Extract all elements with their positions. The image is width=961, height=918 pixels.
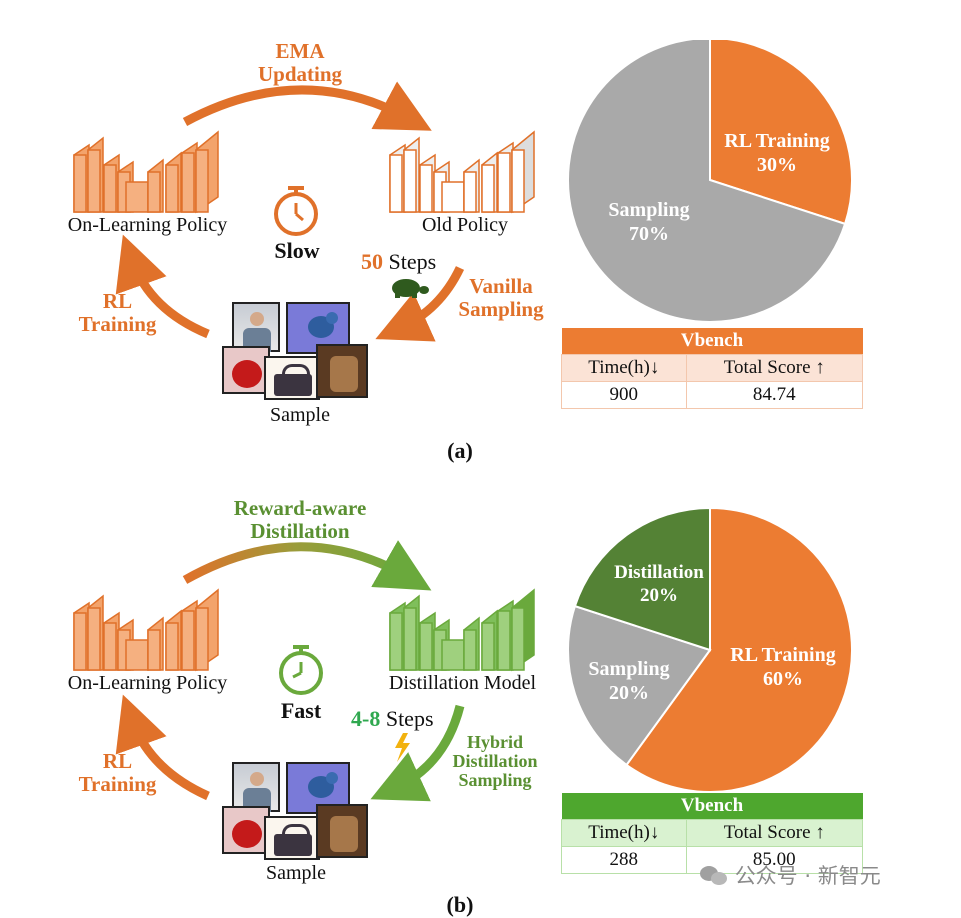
label-line: Vanilla [469,274,533,298]
label-line: Training [78,772,157,796]
slow-label: Slow [274,238,320,263]
watermark-text: 公众号 · 新智元 [734,864,881,888]
vbench-table-a: Vbench Time(h)↓ Total Score ↑ 900 84.74 [561,328,864,409]
label-line: EMA [275,39,325,63]
watermark: 公众号 · 新智元 [700,860,881,890]
steps-label-a: 50 Steps [361,249,436,275]
reward-aware-distillation-arrow [182,540,432,591]
label-line: Distillation [452,751,538,771]
distillation-model-label: Distillation Model [388,672,537,694]
pie-slice-rl-training [625,506,853,793]
lightning-icon [395,733,410,762]
pie-slice-sampling [567,604,712,767]
caption-a: (a) [447,438,473,463]
sample-label-b: Sample [266,862,326,884]
pie-label-rl-training: RL Training [724,130,829,152]
vanilla-sampling-arrow [375,266,465,342]
table-header: Time(h)↓ [561,819,687,847]
turtle-icon [392,279,429,298]
handbag-photo [264,356,320,400]
ema-updating-arrow [182,81,432,131]
rl-training-arrow-a [115,234,210,339]
hybrid-sampling-arrow [370,704,465,802]
label-line: RL [102,749,133,773]
ema-updating-label: EMA Updating [240,40,360,86]
pie-slice-distillation [573,506,711,652]
pie-percent-sampling: 70% [629,223,669,245]
on-learning-policy-label-a: On-Learning Policy [67,214,228,236]
steps-label-b: 4-8 Steps [351,706,434,732]
pie-chart-a: RL Training 30% Sampling 70% [567,40,853,323]
table-title: Vbench [561,793,863,820]
steps-word: Steps [385,706,434,731]
apple-photo [222,346,270,394]
wechat-icon [700,866,728,886]
vbench-table-b: Vbench Time(h)↓ Total Score ↑ 288 85.00 [561,793,864,874]
table-cell: 900 [561,381,687,409]
steps-number: 50 [361,249,383,274]
backpack-photo [316,804,368,858]
rl-training-arrow-b [115,694,210,801]
handbag-photo [264,816,320,860]
on-learning-policy-network-b [73,588,219,672]
steps-number: 4-8 [351,706,381,731]
distillation-model-network [389,588,535,672]
on-learning-policy-network-a [73,130,219,214]
person-photo [232,302,280,352]
reward-aware-distillation-label: Reward-aware Distillation [200,497,400,543]
backpack-photo [316,344,368,398]
label-line: Distillation [250,519,350,543]
pie-slice-sampling [567,40,847,323]
sample-label-a: Sample [270,404,330,426]
label-line: Sampling [458,297,544,321]
pie-chart-b: RL Training 60% Sampling 20% Distillatio… [567,506,853,793]
on-learning-policy-label-b: On-Learning Policy [67,672,228,694]
pie-slices-b [567,506,853,793]
stopwatch-icon-fast [279,645,323,695]
pie-percent-rl-training: 60% [763,668,803,690]
pie-label-distillation: Distillation [614,562,704,583]
table-header: Total Score ↑ [685,354,864,382]
vanilla-sampling-label: Vanilla Sampling [446,275,556,321]
person-photo [232,762,280,812]
hybrid-distillation-sampling-label: Hybrid Distillation Sampling [440,733,550,790]
label-line: Updating [257,62,343,86]
label-line: Reward-aware [233,496,367,520]
stopwatch-icon-slow [274,186,318,236]
label-line: Hybrid [466,732,523,752]
fast-label: Fast [280,698,322,723]
pie-label-sampling: Sampling [588,658,669,680]
pie-slice-rl-training [709,40,853,226]
label-line: Training [78,312,157,336]
sample-collage-b [222,762,368,860]
table-cell: 288 [561,846,687,874]
apple-photo [222,806,270,854]
old-policy-network [389,130,535,214]
label-line: Sampling [458,770,532,790]
sample-collage-a [222,302,368,400]
rl-training-label-a: RL Training [60,290,175,336]
pie-slices-a [567,40,853,323]
pie-percent-distillation: 20% [640,585,678,606]
steps-word: Steps [388,249,437,274]
table-header: Time(h)↓ [561,354,687,382]
caption-b: (b) [446,892,474,917]
pie-percent-sampling: 20% [609,682,649,704]
pie-percent-rl-training: 30% [757,154,797,176]
pie-label-sampling: Sampling [608,199,689,221]
table-cell: 84.74 [685,381,864,409]
old-policy-label: Old Policy [421,214,509,236]
label-line: RL [102,289,133,313]
table-header: Total Score ↑ [685,819,864,847]
rl-training-label-b: RL Training [60,750,175,796]
table-title: Vbench [561,328,863,355]
pie-label-rl-training: RL Training [730,644,835,666]
